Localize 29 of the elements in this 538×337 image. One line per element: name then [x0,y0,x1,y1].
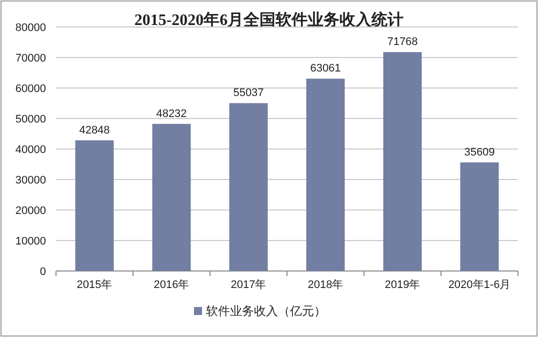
y-tick-label: 0 [40,266,46,278]
data-label: 55037 [233,87,264,100]
y-tick-label: 80000 [15,22,46,34]
x-tick-label: 2018年 [308,279,344,291]
x-tick-label: 2017年 [230,279,266,291]
bar [383,52,422,271]
y-tick-label: 20000 [15,205,46,217]
bar [75,140,114,271]
y-tick-label: 40000 [15,144,46,156]
y-tick-label: 30000 [15,174,46,186]
legend-label: 软件业务收入（亿元） [206,304,326,318]
y-tick-label: 50000 [15,114,46,126]
data-label: 35609 [464,146,495,158]
y-tick-label: 70000 [15,52,46,64]
bar [152,124,191,271]
bar [460,162,499,271]
x-tick-label: 2019年 [384,279,420,291]
data-label: 48232 [156,108,187,120]
data-label: 71768 [387,36,418,48]
x-tick-label: 2016年 [154,279,190,291]
y-tick-label: 60000 [15,83,46,95]
data-label: 42848 [79,124,110,136]
x-tick-label: 2020年1-6月 [448,279,511,291]
bar [306,78,345,271]
x-tick-label: 2015年 [76,279,112,291]
bar [229,103,268,271]
y-tick-label: 10000 [15,236,46,248]
chart-title: 2015-2020年6月全国软件业务收入统计 [134,11,404,29]
data-label: 63061 [310,62,341,75]
